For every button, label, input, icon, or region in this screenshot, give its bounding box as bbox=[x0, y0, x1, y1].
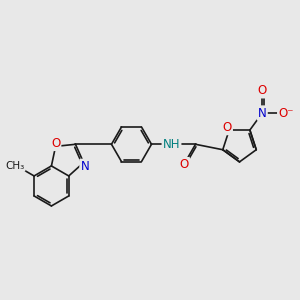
Text: O: O bbox=[180, 158, 189, 171]
Text: CH₃: CH₃ bbox=[5, 161, 24, 171]
Text: O: O bbox=[223, 121, 232, 134]
Text: O: O bbox=[51, 137, 60, 150]
Text: O: O bbox=[258, 84, 267, 97]
Text: N: N bbox=[258, 106, 267, 119]
Text: N: N bbox=[80, 160, 89, 173]
Text: NH: NH bbox=[163, 138, 180, 151]
Text: O⁻: O⁻ bbox=[278, 106, 294, 119]
